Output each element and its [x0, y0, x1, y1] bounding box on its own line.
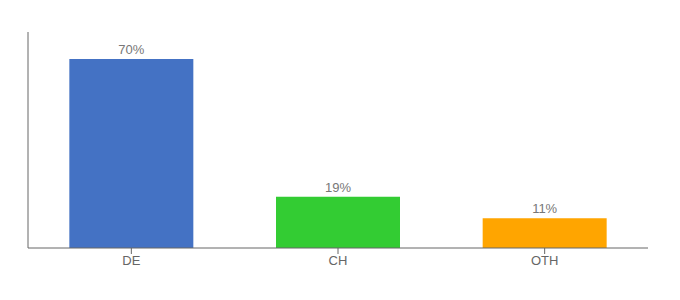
- svg-text:OTH: OTH: [531, 253, 558, 268]
- svg-text:CH: CH: [329, 253, 348, 268]
- svg-text:19%: 19%: [325, 180, 351, 195]
- svg-text:70%: 70%: [118, 42, 144, 57]
- svg-text:DE: DE: [122, 253, 140, 268]
- svg-text:11%: 11%: [532, 201, 557, 216]
